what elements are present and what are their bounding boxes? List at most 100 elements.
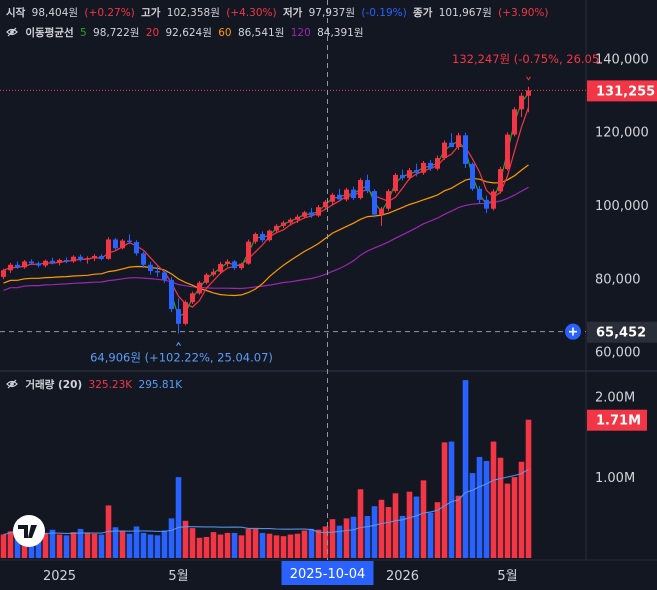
candle-body bbox=[141, 253, 146, 265]
volume-bar bbox=[266, 533, 273, 558]
volume-bar bbox=[35, 537, 42, 558]
volume-bar bbox=[231, 532, 238, 558]
volume-bar bbox=[294, 533, 301, 558]
candle-body bbox=[414, 170, 419, 173]
ma5-value: 98,722원 bbox=[93, 27, 140, 39]
candle-body bbox=[435, 158, 440, 169]
volume-legend[interactable]: 거래량 (20) 325.23K 295.81K bbox=[6, 377, 185, 392]
plus-icon bbox=[569, 327, 577, 336]
candle-body bbox=[519, 95, 524, 110]
candle-body bbox=[449, 142, 454, 148]
candle-body bbox=[176, 309, 181, 324]
volume-bar bbox=[385, 507, 392, 558]
candle-body bbox=[127, 240, 132, 243]
volume-bar bbox=[203, 536, 210, 558]
eye-off-icon[interactable] bbox=[6, 378, 18, 390]
candle-body bbox=[456, 135, 461, 148]
candle-body bbox=[372, 191, 377, 215]
volume-bar bbox=[28, 536, 35, 558]
low-label: 저가 bbox=[282, 7, 303, 19]
tradingview-logo bbox=[13, 515, 45, 547]
candle-body bbox=[463, 135, 468, 164]
last-price-badge-label: 131,255 bbox=[596, 84, 655, 99]
eye-off-icon[interactable] bbox=[6, 26, 18, 38]
candle-body bbox=[162, 272, 167, 280]
volume-bar bbox=[301, 530, 308, 558]
volume-bar bbox=[182, 520, 189, 558]
moving-average-line bbox=[3, 164, 529, 297]
candle-body bbox=[106, 239, 111, 259]
volume-bar bbox=[154, 535, 161, 558]
volume-value2: 295.81K bbox=[138, 379, 183, 391]
candle-body bbox=[526, 90, 531, 96]
candle-body bbox=[204, 274, 209, 283]
candle-body bbox=[197, 282, 202, 294]
volume-bar bbox=[525, 419, 532, 558]
volume-bar bbox=[252, 528, 259, 558]
high-annotation: 132,247원 (-0.75%, 26.05. bbox=[452, 52, 603, 66]
crosshair-price-badge bbox=[587, 321, 657, 343]
volume-bar bbox=[476, 456, 483, 558]
volume-tick-label: 1.00M bbox=[595, 471, 635, 486]
open-value: 98,404원 bbox=[31, 7, 79, 19]
volume-bar bbox=[497, 457, 504, 558]
volume-bar bbox=[224, 532, 231, 558]
candle-body bbox=[323, 201, 328, 208]
candle-body bbox=[491, 191, 496, 209]
volume-bar bbox=[287, 534, 294, 558]
volume-bar bbox=[378, 499, 385, 558]
volume-bar bbox=[406, 491, 413, 558]
candle-body bbox=[295, 216, 300, 220]
low-annotation: 64,906원 (+102.22%, 25.04.07) bbox=[90, 351, 273, 365]
candle-body bbox=[351, 189, 356, 199]
volume-bar bbox=[196, 537, 203, 558]
volume-bar bbox=[350, 516, 357, 558]
volume-bar bbox=[511, 477, 518, 558]
candle-body bbox=[337, 194, 342, 200]
volume-bar bbox=[343, 518, 350, 558]
volume-bar bbox=[98, 534, 105, 558]
ohlc-header: 시작 98,404원 (+0.27%) 고가 102,358원 (+4.30%)… bbox=[6, 5, 552, 20]
moving-average-line bbox=[170, 92, 529, 318]
volume-bar bbox=[273, 535, 280, 558]
volume-bar bbox=[462, 380, 469, 558]
time-tick-label: 2026 bbox=[386, 569, 419, 584]
volume-bar bbox=[14, 528, 21, 558]
candle-body bbox=[379, 208, 384, 215]
volume-bar bbox=[490, 441, 497, 558]
crosshair-price-badge-label: 65,452 bbox=[596, 326, 646, 341]
high-change: (+4.30%) bbox=[226, 7, 277, 19]
volume-bar bbox=[245, 528, 252, 558]
ma60-period: 60 bbox=[218, 27, 232, 39]
candle-body bbox=[29, 261, 34, 264]
candle-body bbox=[302, 212, 307, 217]
candle-body bbox=[92, 255, 97, 259]
volume-bar bbox=[315, 529, 322, 558]
close-value: 101,967원 bbox=[438, 7, 492, 19]
volume-bar bbox=[210, 532, 217, 558]
volume-label: 거래량 (20) bbox=[25, 379, 83, 391]
volume-bar bbox=[371, 506, 378, 558]
candle-body bbox=[1, 270, 6, 277]
candle-body bbox=[365, 180, 370, 192]
volume-bar bbox=[140, 532, 147, 558]
candle-body bbox=[218, 264, 223, 272]
volume-ma-line bbox=[3, 468, 529, 536]
candle-body bbox=[71, 256, 76, 262]
volume-bar bbox=[259, 532, 266, 558]
volume-bar bbox=[189, 528, 196, 558]
volume-bar bbox=[434, 502, 441, 558]
volume-bar bbox=[70, 532, 77, 558]
candle-body bbox=[288, 219, 293, 223]
volume-bar bbox=[168, 518, 175, 558]
candle-body bbox=[22, 261, 27, 268]
volume-tick-label: 2.00M bbox=[595, 390, 635, 405]
candle-body bbox=[512, 109, 517, 135]
candle-body bbox=[15, 264, 20, 268]
high-marker bbox=[526, 76, 531, 81]
volume-bar bbox=[217, 534, 224, 558]
moving-average-legend[interactable]: 이동평균선 5 98,722원 20 92,624원 60 86,541원 12… bbox=[6, 25, 367, 40]
crosshair-date-badge bbox=[281, 561, 374, 585]
